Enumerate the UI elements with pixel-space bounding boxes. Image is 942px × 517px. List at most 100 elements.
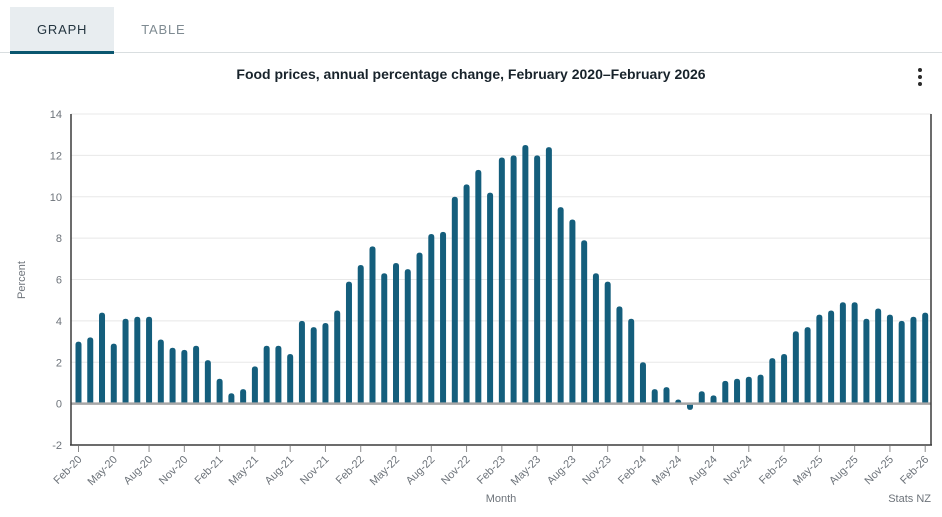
y-tick-label: 0	[56, 399, 62, 411]
bar-Apr-24[interactable]	[663, 387, 670, 404]
bar-Oct-22[interactable]	[451, 196, 458, 404]
y-tick-label: 4	[56, 316, 62, 328]
x-tick-label: Feb-24	[616, 454, 649, 487]
bar-Nov-23[interactable]	[604, 281, 611, 404]
bar-Nov-24[interactable]	[745, 376, 752, 404]
bar-Nov-21[interactable]	[322, 322, 329, 404]
bar-Dec-24[interactable]	[757, 374, 764, 404]
bar-Dec-23[interactable]	[616, 306, 623, 404]
x-tick-label: May-21	[227, 454, 261, 488]
bar-Sep-25[interactable]	[863, 318, 870, 404]
bar-Feb-25[interactable]	[781, 353, 788, 404]
bar-Aug-24[interactable]	[710, 395, 717, 404]
bar-Jul-23[interactable]	[557, 207, 564, 404]
bar-Jan-26[interactable]	[910, 316, 917, 404]
x-tick-label: Aug-22	[404, 454, 438, 488]
bar-Apr-21[interactable]	[240, 389, 247, 404]
y-tick-label: 10	[50, 192, 62, 204]
tab-table[interactable]: TABLE	[141, 22, 186, 37]
bar-Jan-21[interactable]	[204, 360, 211, 404]
kebab-dot	[918, 68, 922, 72]
x-tick-label: Aug-25	[827, 454, 861, 488]
bar-Aug-23[interactable]	[569, 219, 576, 404]
source-label: Stats NZ	[888, 493, 931, 505]
bar-Feb-22[interactable]	[357, 265, 364, 404]
bar-Aug-20[interactable]	[146, 316, 153, 404]
bar-Mar-24[interactable]	[651, 389, 658, 404]
bar-Oct-21[interactable]	[310, 327, 317, 404]
x-tick-label: Nov-20	[157, 454, 191, 488]
x-tick-label: May-22	[368, 454, 402, 488]
kebab-dot	[918, 75, 922, 79]
bar-May-23[interactable]	[534, 155, 541, 404]
bar-Nov-20[interactable]	[181, 349, 188, 404]
bar-Jun-23[interactable]	[545, 147, 552, 404]
bar-Jun-24[interactable]	[687, 403, 694, 410]
bar-May-20[interactable]	[110, 343, 117, 404]
bar-Nov-25[interactable]	[886, 314, 893, 404]
bar-Dec-22[interactable]	[475, 169, 482, 404]
bar-Aug-21[interactable]	[287, 353, 294, 404]
bar-Jan-22[interactable]	[345, 281, 352, 404]
bar-Nov-22[interactable]	[463, 184, 470, 404]
kebab-menu-icon[interactable]	[910, 62, 930, 92]
bar-Dec-21[interactable]	[334, 310, 341, 404]
bar-Jun-22[interactable]	[404, 269, 411, 404]
bar-Jul-24[interactable]	[698, 391, 705, 404]
bar-Sep-20[interactable]	[157, 339, 164, 404]
chart-header: Food prices, annual percentage change, F…	[0, 53, 942, 100]
bar-Mar-21[interactable]	[228, 393, 235, 404]
bar-Jun-21[interactable]	[263, 345, 270, 404]
x-tick-label: Aug-20	[122, 454, 156, 488]
bar-Feb-21[interactable]	[216, 378, 223, 404]
bar-Feb-20[interactable]	[75, 341, 82, 404]
bar-Mar-23[interactable]	[510, 155, 517, 404]
x-tick-label: May-24	[650, 454, 684, 488]
tab-graph[interactable]: GRAPH	[10, 7, 115, 54]
bar-Mar-25[interactable]	[792, 331, 799, 404]
bar-May-22[interactable]	[393, 262, 400, 404]
bar-Jul-21[interactable]	[275, 345, 282, 404]
bar-Aug-25[interactable]	[851, 302, 858, 404]
bar-Jan-23[interactable]	[487, 192, 494, 404]
bar-Oct-23[interactable]	[592, 273, 599, 404]
bar-May-25[interactable]	[816, 314, 823, 404]
bar-Apr-22[interactable]	[381, 273, 388, 404]
bar-Feb-26[interactable]	[922, 312, 929, 404]
x-tick-label: Feb-25	[757, 454, 790, 487]
y-tick-label: -2	[52, 440, 62, 452]
bar-Jan-25[interactable]	[769, 358, 776, 404]
bar-Dec-20[interactable]	[193, 345, 200, 404]
bar-Jul-22[interactable]	[416, 252, 423, 404]
x-tick-label: Feb-26	[898, 454, 931, 487]
bar-Apr-20[interactable]	[99, 312, 106, 404]
bar-Dec-25[interactable]	[898, 320, 905, 404]
x-tick-label: Feb-23	[475, 454, 508, 487]
bar-Apr-23[interactable]	[522, 145, 529, 404]
bar-Jun-20[interactable]	[122, 318, 129, 404]
y-tick-label: 8	[56, 233, 62, 245]
bar-Aug-22[interactable]	[428, 233, 435, 404]
bar-Apr-25[interactable]	[804, 327, 811, 404]
bar-Feb-23[interactable]	[498, 157, 505, 404]
bar-Jul-20[interactable]	[134, 316, 141, 404]
bar-Mar-22[interactable]	[369, 246, 376, 404]
bar-Sep-22[interactable]	[440, 231, 447, 404]
bar-Jan-24[interactable]	[628, 318, 635, 404]
bar-Oct-20[interactable]	[169, 347, 176, 404]
bar-Sep-23[interactable]	[581, 240, 588, 404]
bar-Mar-20[interactable]	[87, 337, 94, 404]
y-tick-label: 14	[50, 109, 62, 121]
bar-Oct-25[interactable]	[875, 308, 882, 404]
bar-Oct-24[interactable]	[734, 378, 741, 404]
bar-May-21[interactable]	[251, 366, 258, 404]
bar-Sep-21[interactable]	[298, 320, 305, 404]
bar-Sep-24[interactable]	[722, 380, 729, 404]
bar-Feb-24[interactable]	[639, 362, 646, 404]
bar-Jun-25[interactable]	[828, 310, 835, 404]
x-tick-label: Feb-21	[193, 454, 226, 487]
bar-Jul-25[interactable]	[839, 302, 846, 404]
x-tick-label: Nov-25	[862, 454, 896, 488]
x-tick-label: Nov-22	[439, 454, 473, 488]
